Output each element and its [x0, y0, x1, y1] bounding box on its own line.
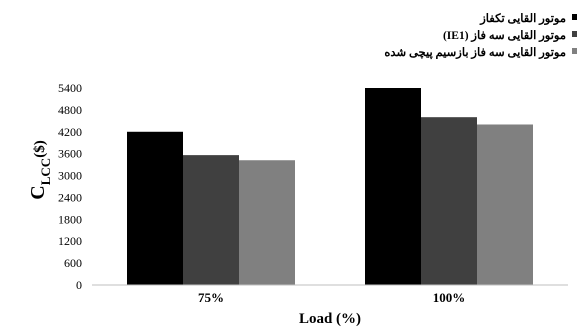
x-tick-label: 75% [198, 290, 224, 305]
y-tick-label: 600 [64, 256, 82, 270]
y-axis-label-subscript: LCC [38, 158, 53, 185]
x-axis-ticks: 75% 100% [198, 290, 465, 305]
legend-label: موتور القایی تکفاز [479, 12, 566, 26]
legend-swatch [572, 48, 577, 54]
y-tick-label: 3000 [58, 169, 82, 183]
y-tick-label: 4200 [58, 125, 82, 139]
y-axis-label: CLCC($) [27, 140, 53, 199]
y-tick-label: 1800 [58, 212, 82, 226]
bar [239, 160, 295, 285]
bars [127, 88, 533, 286]
bar [365, 88, 421, 285]
y-axis-label-unit: ($) [32, 140, 48, 158]
legend-label: موتور القایی سه فاز بازسیم پیچی شده [384, 46, 566, 60]
legend-swatch [572, 14, 577, 20]
bar [477, 124, 533, 286]
bar [127, 131, 183, 285]
y-tick-label: 1200 [58, 234, 82, 248]
x-axis-label: Load (%) [299, 311, 361, 327]
legend-label: موتور القایی سه فاز (IE1) [443, 29, 566, 43]
svg-text:CLCC($): CLCC($) [27, 140, 53, 199]
bar [183, 155, 239, 285]
y-tick-label: 2400 [58, 190, 82, 204]
legend-swatch [572, 31, 577, 37]
bar [421, 117, 477, 286]
y-axis-label-main: C [27, 185, 49, 199]
y-tick-label: 4800 [58, 103, 82, 117]
x-tick-label: 100% [433, 290, 466, 305]
y-axis-ticks: 0 600 1200 1800 2400 3000 3600 4200 4800 5400 [58, 81, 82, 292]
y-tick-label: 3600 [58, 147, 82, 161]
y-tick-label: 0 [76, 278, 82, 292]
y-tick-label: 5400 [58, 81, 82, 95]
legend: موتور القایی تکفاز موتور القایی سه فاز (I… [384, 12, 577, 60]
